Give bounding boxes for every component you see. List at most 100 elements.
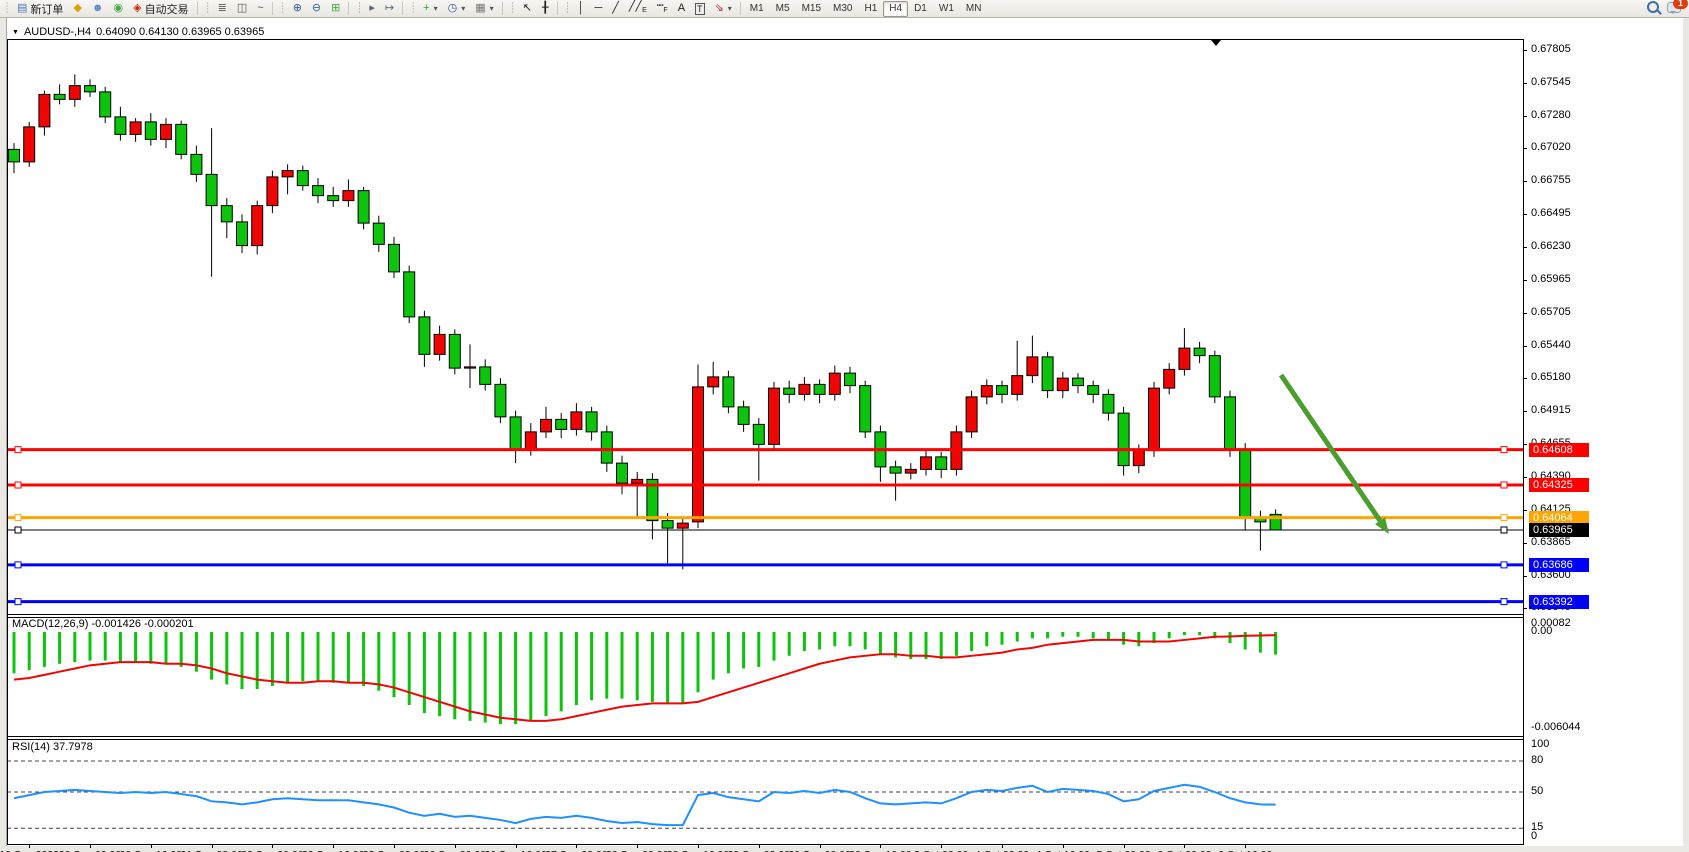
window-left-edge — [0, 17, 7, 852]
chart-border-right — [1523, 39, 1524, 845]
candle — [570, 403, 583, 436]
horizontal-line-icon-button[interactable]: ─ — [589, 0, 607, 17]
candle — [403, 265, 416, 324]
timeframe-button-h4[interactable]: H4 — [883, 0, 909, 17]
dropdown-arrow-icon[interactable]: ▾ — [461, 4, 466, 13]
trendline-icon-button[interactable]: ╱ — [607, 0, 624, 17]
search-icon — [1647, 1, 1659, 13]
price-tag: 0.64608 — [1529, 442, 1589, 457]
trend-arrow[interactable] — [1278, 373, 1383, 523]
alerts-icon: ◉ — [113, 2, 124, 14]
time-axis-label: 28 Sep 16:00 — [653, 849, 743, 852]
line-anchor-handle[interactable] — [14, 561, 22, 569]
line-chart-icon-button[interactable]: ~ — [252, 0, 268, 17]
candle — [494, 378, 507, 424]
symbol-period-label: AUDUSD-,H4 — [23, 26, 92, 38]
one-click-trading-collapse-icon[interactable]: ▼ — [12, 28, 19, 36]
indicators-icon-button[interactable]: + ▾ — [418, 0, 442, 17]
price-axis-tick-label: 0.66495 — [1531, 206, 1571, 219]
candle — [783, 380, 796, 404]
price-axis-tickmark — [1523, 312, 1527, 314]
timeframe-button-h1[interactable]: H1 — [864, 2, 878, 14]
macd-pane — [7, 618, 1523, 735]
timeframe-button-d1[interactable]: D1 — [914, 2, 927, 14]
cursor-icon-button[interactable]: ↖ — [518, 0, 537, 17]
timeframe-button-m5[interactable]: M5 — [775, 2, 790, 14]
line-anchor-handle[interactable] — [1500, 598, 1508, 606]
chart-shift-marker[interactable] — [1211, 40, 1221, 46]
timeframe-button-w1[interactable]: W1 — [938, 2, 954, 14]
templates-icon-button[interactable]: ▦ ▾ — [470, 0, 498, 17]
zoom-in-icon-button[interactable]: ⊕ — [288, 0, 307, 17]
styler-icon: ◆ — [73, 2, 82, 14]
candle — [53, 84, 66, 105]
candle — [1041, 351, 1054, 399]
time-axis-label: 20 Sep 00:00 — [45, 849, 135, 852]
text-label-icon-button[interactable]: T — [690, 0, 710, 17]
pane-splitter[interactable] — [7, 614, 1523, 615]
candle — [312, 178, 324, 204]
chat-button[interactable]: 1 — [1667, 0, 1688, 16]
candle — [190, 145, 203, 182]
periods-icon: ◷ — [447, 2, 458, 14]
line-anchor-handle[interactable] — [14, 514, 22, 522]
timeframe-button-m30[interactable]: M30 — [833, 2, 853, 14]
styler-icon-button[interactable]: ◆ — [68, 0, 86, 17]
line-anchor-handle[interactable] — [14, 446, 22, 454]
timeframe-button-m15[interactable]: M15 — [801, 2, 822, 14]
dropdown-arrow-icon[interactable]: ▾ — [727, 4, 732, 13]
tile-windows-icon: ⊞ — [331, 2, 341, 14]
timeframe-button-m1[interactable]: M1 — [749, 2, 764, 14]
time-axis-label: 26 Sep 16:00 — [471, 849, 561, 852]
dropdown-arrow-icon[interactable]: ▾ — [489, 4, 494, 13]
arrows-icon-button[interactable]: ⇘ ▾ — [710, 0, 737, 17]
bar-chart-icon: ≣ — [217, 2, 227, 14]
new-order-button[interactable]: ▤ 新订单 — [12, 0, 68, 17]
time-axis-tickmark — [1123, 845, 1125, 848]
line-anchor-handle[interactable] — [1500, 514, 1508, 522]
price-axis-tickmark — [1523, 510, 1527, 511]
time-axis-label: 21 Sep 08:00 — [167, 849, 257, 852]
timeframe-button-mn[interactable]: MN — [965, 2, 982, 14]
profile-icon-button[interactable]: ☻ — [87, 0, 109, 17]
alerts-icon-button[interactable]: ◉ — [108, 0, 128, 17]
chart-title: ▼ AUDUSD-,H4 0.64090 0.64130 0.63965 0.6… — [12, 26, 264, 38]
line-anchor-handle[interactable] — [14, 526, 22, 534]
pane-splitter[interactable] — [7, 736, 1523, 737]
text-icon-button[interactable]: A — [673, 0, 690, 17]
vertical-line-icon-button[interactable]: │ — [573, 0, 590, 17]
auto-scroll-icon-button[interactable]: ▸ — [364, 0, 380, 17]
tile-windows-icon-button[interactable]: ⊞ — [326, 0, 345, 17]
fibonacci-icon: ┉F — [656, 0, 668, 15]
candlestick-chart-icon-button[interactable]: ◫ — [232, 0, 252, 17]
line-anchor-handle[interactable] — [1500, 526, 1508, 534]
line-anchor-handle[interactable] — [1500, 561, 1508, 569]
periods-icon-button[interactable]: ◷ ▾ — [443, 0, 471, 17]
chart-border-top — [7, 39, 1524, 40]
chart-border-bottom — [7, 844, 1524, 845]
pane-splitter[interactable] — [7, 617, 1523, 618]
crosshair-icon-button[interactable]: ╂ — [537, 0, 554, 17]
candle — [251, 200, 264, 255]
candle — [707, 361, 720, 395]
bar-chart-icon-button[interactable]: ≣ — [213, 0, 232, 17]
rsi-axis-label: 80 — [1531, 754, 1544, 766]
dropdown-arrow-icon[interactable]: ▾ — [433, 4, 438, 13]
time-axis-label: 30 Sep 16:00 — [835, 849, 925, 852]
line-anchor-handle[interactable] — [14, 481, 22, 489]
equidistant-channel-icon-button[interactable]: ╱╱E — [624, 0, 652, 17]
time-axis-tickmark — [150, 845, 152, 848]
rsi-axis-label: 0 — [1531, 830, 1538, 842]
candle — [464, 344, 476, 389]
zoom-out-icon-button[interactable]: ⊖ — [307, 0, 326, 17]
fibonacci-icon-button[interactable]: ┉F — [652, 0, 673, 17]
time-axis-label: 19 Sep 2022 — [0, 849, 74, 852]
line-anchor-handle[interactable] — [1500, 446, 1508, 454]
autotrading-button[interactable]: ◈ 自动交易 — [128, 0, 193, 17]
chart-shift-icon-button[interactable]: ↦ — [380, 0, 399, 17]
pane-splitter[interactable] — [7, 739, 1523, 740]
line-anchor-handle[interactable] — [1500, 481, 1508, 489]
search-button[interactable] — [1647, 1, 1659, 16]
line-anchor-handle[interactable] — [14, 598, 22, 606]
